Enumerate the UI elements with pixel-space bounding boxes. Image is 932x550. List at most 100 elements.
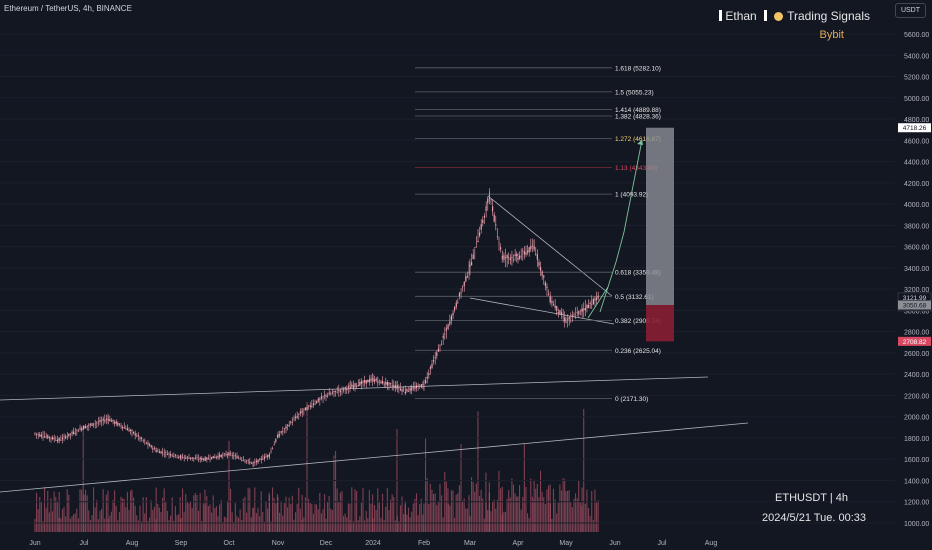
candle-body	[110, 420, 113, 422]
volume-bar	[249, 488, 251, 532]
volume-bar	[496, 499, 498, 532]
volume-bar	[564, 479, 566, 532]
volume-bar	[436, 505, 438, 532]
volume-bar	[262, 511, 264, 532]
volume-bar	[338, 501, 340, 532]
candle-body	[194, 457, 196, 459]
candle-body	[134, 433, 136, 436]
candle-body	[344, 387, 346, 389]
candle-body	[311, 405, 313, 407]
candle-body	[560, 312, 563, 316]
candle-body	[475, 246, 477, 248]
bar-icon	[764, 10, 768, 21]
volume-bar	[587, 508, 590, 532]
volume-bar	[68, 494, 70, 532]
volume-bar	[238, 517, 240, 532]
volume-bar	[104, 518, 106, 532]
volume-bar	[551, 519, 553, 532]
x-tick-label: Apr	[513, 540, 525, 547]
volume-bar	[155, 487, 157, 532]
candle-body	[227, 454, 229, 456]
projection-line	[587, 139, 643, 319]
candle-body	[112, 419, 114, 422]
candle-body	[578, 310, 580, 315]
candle-body	[107, 419, 109, 421]
volume-bar	[126, 491, 128, 532]
candle-body	[174, 454, 177, 456]
candle-body	[198, 458, 200, 460]
y-tick-label: 1000.00	[904, 521, 929, 528]
candle-body	[549, 301, 551, 303]
candle-body	[554, 305, 556, 308]
volume-bar	[241, 520, 243, 532]
x-tick-label: Jun	[609, 540, 620, 547]
y-tick-label: 2000.00	[904, 415, 929, 422]
volume-bar	[407, 507, 410, 532]
candle-body	[71, 432, 73, 434]
candle-body	[182, 457, 184, 459]
candle-body	[241, 459, 243, 461]
volume-bar	[595, 502, 598, 532]
candle-body	[238, 457, 240, 459]
candle-body	[428, 373, 430, 376]
candle-body	[523, 251, 525, 255]
y-tick-label: 1200.00	[904, 500, 929, 507]
candle-body	[267, 455, 269, 457]
volume-bar	[466, 508, 468, 532]
candle-body	[301, 411, 303, 413]
candle-body	[263, 456, 266, 459]
volume-bar	[333, 455, 335, 532]
currency-button[interactable]: USDT	[894, 3, 926, 18]
candle-body	[472, 254, 474, 260]
candle-body	[74, 433, 76, 434]
volume-bar	[458, 485, 460, 532]
candle-body	[234, 455, 236, 456]
volume-bar	[225, 517, 227, 532]
fib-label: 0.5 (3132.61)	[615, 294, 654, 301]
candle-body	[483, 215, 485, 218]
candle-body	[228, 452, 230, 456]
candle-body	[591, 304, 593, 306]
volume-bar	[549, 503, 551, 532]
volume-bar	[560, 490, 563, 532]
candle-body	[193, 458, 195, 459]
price-label: 3121.99	[903, 295, 927, 302]
candle-body	[547, 294, 550, 295]
candle-body	[131, 429, 133, 431]
y-tick-label: 4000.00	[904, 202, 929, 209]
y-tick-label: 3400.00	[904, 266, 929, 273]
volume-bar	[152, 509, 154, 532]
candle-body	[155, 450, 157, 452]
candle-body	[279, 434, 281, 436]
volume-bar	[364, 520, 366, 532]
volume-bar	[495, 508, 497, 532]
volume-bar	[257, 507, 259, 532]
volume-bar	[276, 494, 278, 532]
candle-body	[45, 436, 47, 438]
volume-bar	[117, 520, 119, 532]
position-zone	[646, 127, 674, 342]
candle-body	[458, 293, 461, 297]
volume-bar	[279, 512, 281, 532]
volume-bar	[565, 491, 567, 532]
volume-bar	[52, 511, 54, 532]
volume-bar	[335, 450, 337, 532]
candle-body	[147, 442, 149, 445]
volume-bar	[34, 518, 36, 532]
candle-body	[433, 360, 435, 362]
candle-body	[188, 457, 190, 460]
volume-bar	[45, 507, 47, 532]
candle-body	[277, 434, 279, 438]
volume-bar	[503, 511, 505, 532]
volume-bar	[223, 516, 225, 532]
x-tick-label: Nov	[272, 540, 285, 547]
candle-body	[99, 419, 101, 422]
volume-bar	[149, 517, 151, 532]
candle-body	[136, 435, 138, 437]
candle-body	[445, 328, 447, 331]
candle-body	[262, 459, 264, 460]
candle-body	[527, 250, 529, 253]
candle-body	[425, 380, 427, 384]
volume-bar	[544, 503, 546, 532]
